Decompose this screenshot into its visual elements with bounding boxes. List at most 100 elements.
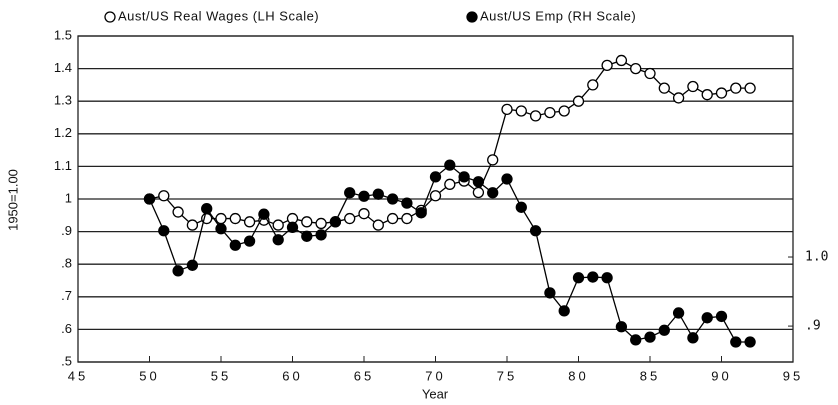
plot-frame xyxy=(77,35,794,363)
y-tick-label: 1 xyxy=(65,190,72,205)
marker xyxy=(344,212,356,225)
marker xyxy=(444,159,456,171)
marker xyxy=(429,171,442,183)
marker xyxy=(515,201,527,213)
marker xyxy=(386,193,399,205)
marker xyxy=(744,336,756,348)
marker xyxy=(644,67,656,80)
y-tick-label: .7 xyxy=(61,288,72,303)
y-tick-label: 1.2 xyxy=(54,125,72,140)
y-tick-label: 1.1 xyxy=(54,158,72,173)
marker xyxy=(558,305,570,317)
marker xyxy=(472,186,485,199)
marker xyxy=(401,212,413,225)
marker xyxy=(158,225,170,237)
marker xyxy=(558,105,570,117)
x-tick-label: 65 xyxy=(354,368,374,383)
y2-tick-label: .9 xyxy=(805,319,821,334)
marker xyxy=(272,219,284,231)
x-tick-label: 55 xyxy=(211,368,231,383)
marker xyxy=(487,187,499,199)
y-tick-label: .8 xyxy=(61,256,72,271)
marker xyxy=(687,80,699,93)
marker xyxy=(158,190,170,202)
legend-label: Aust/US Emp (RH Scale) xyxy=(480,8,636,23)
marker xyxy=(258,208,270,220)
x-axis-label: Year xyxy=(422,386,449,401)
marker xyxy=(644,331,656,343)
marker xyxy=(386,212,399,225)
marker xyxy=(672,307,685,319)
marker xyxy=(730,336,742,348)
marker xyxy=(415,207,427,219)
marker xyxy=(143,193,156,205)
x-tick-label: 80 xyxy=(568,368,588,383)
marker xyxy=(301,230,313,242)
legend-marker xyxy=(104,11,116,23)
y-tick-label: 1.4 xyxy=(54,60,72,75)
y-tick-label: 1.3 xyxy=(54,93,72,108)
marker xyxy=(744,82,756,94)
y-axis-label: 1950=1.00 xyxy=(5,169,20,231)
marker xyxy=(601,272,613,284)
marker xyxy=(372,219,384,231)
x-tick-label: 50 xyxy=(139,368,159,383)
marker xyxy=(286,221,299,233)
marker xyxy=(215,212,227,225)
x-tick-label: 75 xyxy=(497,368,517,383)
marker xyxy=(515,105,527,117)
marker xyxy=(658,82,670,94)
marker xyxy=(630,334,642,346)
marker xyxy=(572,272,585,284)
x-tick-label: 95 xyxy=(783,368,803,383)
x-tick-label: 45 xyxy=(68,368,88,383)
marker xyxy=(472,176,485,188)
marker xyxy=(529,225,542,237)
marker xyxy=(701,89,713,101)
marker xyxy=(186,219,199,231)
marker xyxy=(715,310,728,323)
marker xyxy=(315,217,327,230)
marker xyxy=(487,154,499,166)
marker xyxy=(172,206,184,218)
series-line xyxy=(148,164,751,343)
marker xyxy=(215,223,227,235)
marker xyxy=(544,106,556,119)
marker xyxy=(315,229,327,241)
marker xyxy=(529,110,542,122)
x-tick-label: 90 xyxy=(711,368,731,383)
marker xyxy=(429,190,442,202)
marker xyxy=(687,332,699,344)
y-tick-label: .5 xyxy=(61,353,72,368)
marker xyxy=(172,265,184,277)
legend-label: Aust/US Real Wages (LH Scale) xyxy=(118,8,319,23)
marker xyxy=(201,203,213,215)
x-tick-label: 70 xyxy=(425,368,445,383)
marker xyxy=(301,216,313,228)
marker xyxy=(701,312,713,324)
marker xyxy=(658,324,670,336)
marker xyxy=(501,173,513,185)
marker xyxy=(243,216,256,228)
marker xyxy=(401,197,413,209)
y-tick-label: .6 xyxy=(61,321,72,336)
y2-tick-label: 1.0 xyxy=(805,250,828,265)
marker xyxy=(358,190,370,202)
marker xyxy=(672,92,685,104)
marker xyxy=(272,234,284,246)
marker xyxy=(587,79,599,91)
marker xyxy=(458,171,470,183)
x-tick-label: 85 xyxy=(640,368,660,383)
marker xyxy=(444,178,456,190)
marker xyxy=(229,239,241,251)
marker xyxy=(615,54,628,67)
marker xyxy=(544,287,556,299)
marker xyxy=(358,208,370,220)
legend-marker xyxy=(466,11,478,23)
marker xyxy=(186,259,199,271)
marker xyxy=(630,62,642,75)
marker xyxy=(587,271,599,283)
marker xyxy=(344,187,356,199)
